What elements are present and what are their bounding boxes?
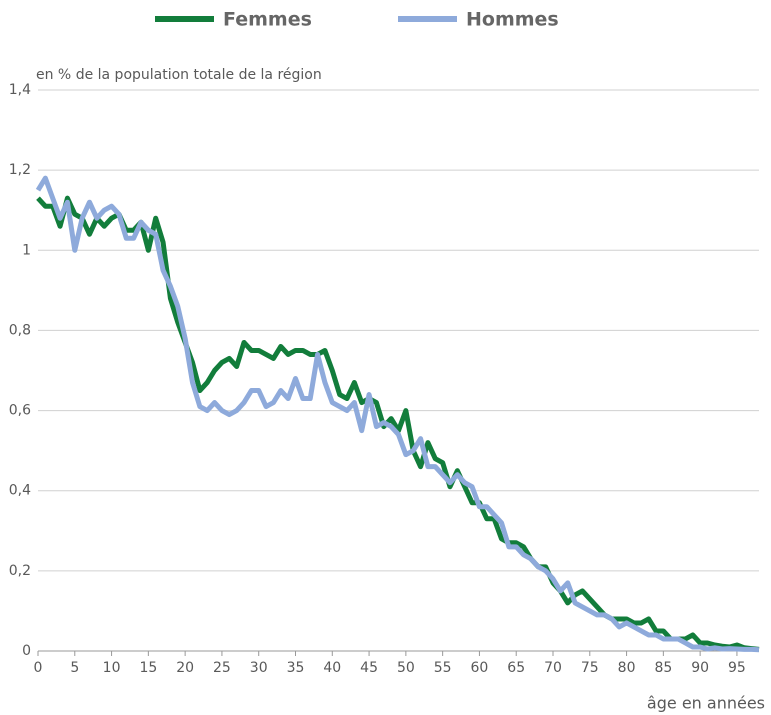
x-tick-label: 95 [728,660,746,676]
x-tick-label: 70 [544,660,562,676]
x-tick-label: 65 [507,660,525,676]
x-tick-label: 35 [287,660,305,676]
x-tick-label: 85 [654,660,672,676]
y-axis-label: en % de la population totale de la régio… [36,67,322,83]
series-line [36,195,760,652]
x-tick-label: 50 [397,660,415,676]
y-tick-label: 0,2 [9,563,31,579]
x-tick-label: 55 [434,660,452,676]
series-line [35,175,760,653]
y-tick-label: 1 [22,242,31,258]
x-tick-label: 60 [471,660,489,676]
x-tick-label: 80 [618,660,636,676]
x-tick-label: 10 [103,660,121,676]
x-tick-label: 90 [691,660,709,676]
y-tick-label: 0 [22,643,31,659]
x-tick-label: 20 [176,660,194,676]
y-tick-label: 0,4 [9,483,31,499]
x-tick-label: 75 [581,660,599,676]
x-tick-label: 40 [323,660,341,676]
x-tick-label: 5 [70,660,79,676]
x-tick-label: 0 [34,660,43,676]
legend-text: Femmes [223,9,312,31]
y-tick-label: 0,6 [9,403,31,419]
y-tick-label: 1,4 [9,82,31,98]
x-axis-label: âge en années [647,694,765,713]
y-tick-label: 0,8 [9,322,31,338]
x-tick-label: 25 [213,660,231,676]
y-tick-label: 1,2 [9,162,31,178]
x-tick-label: 15 [139,660,157,676]
x-tick-label: 30 [250,660,268,676]
legend-text: Hommes [466,9,559,31]
x-tick-label: 45 [360,660,378,676]
